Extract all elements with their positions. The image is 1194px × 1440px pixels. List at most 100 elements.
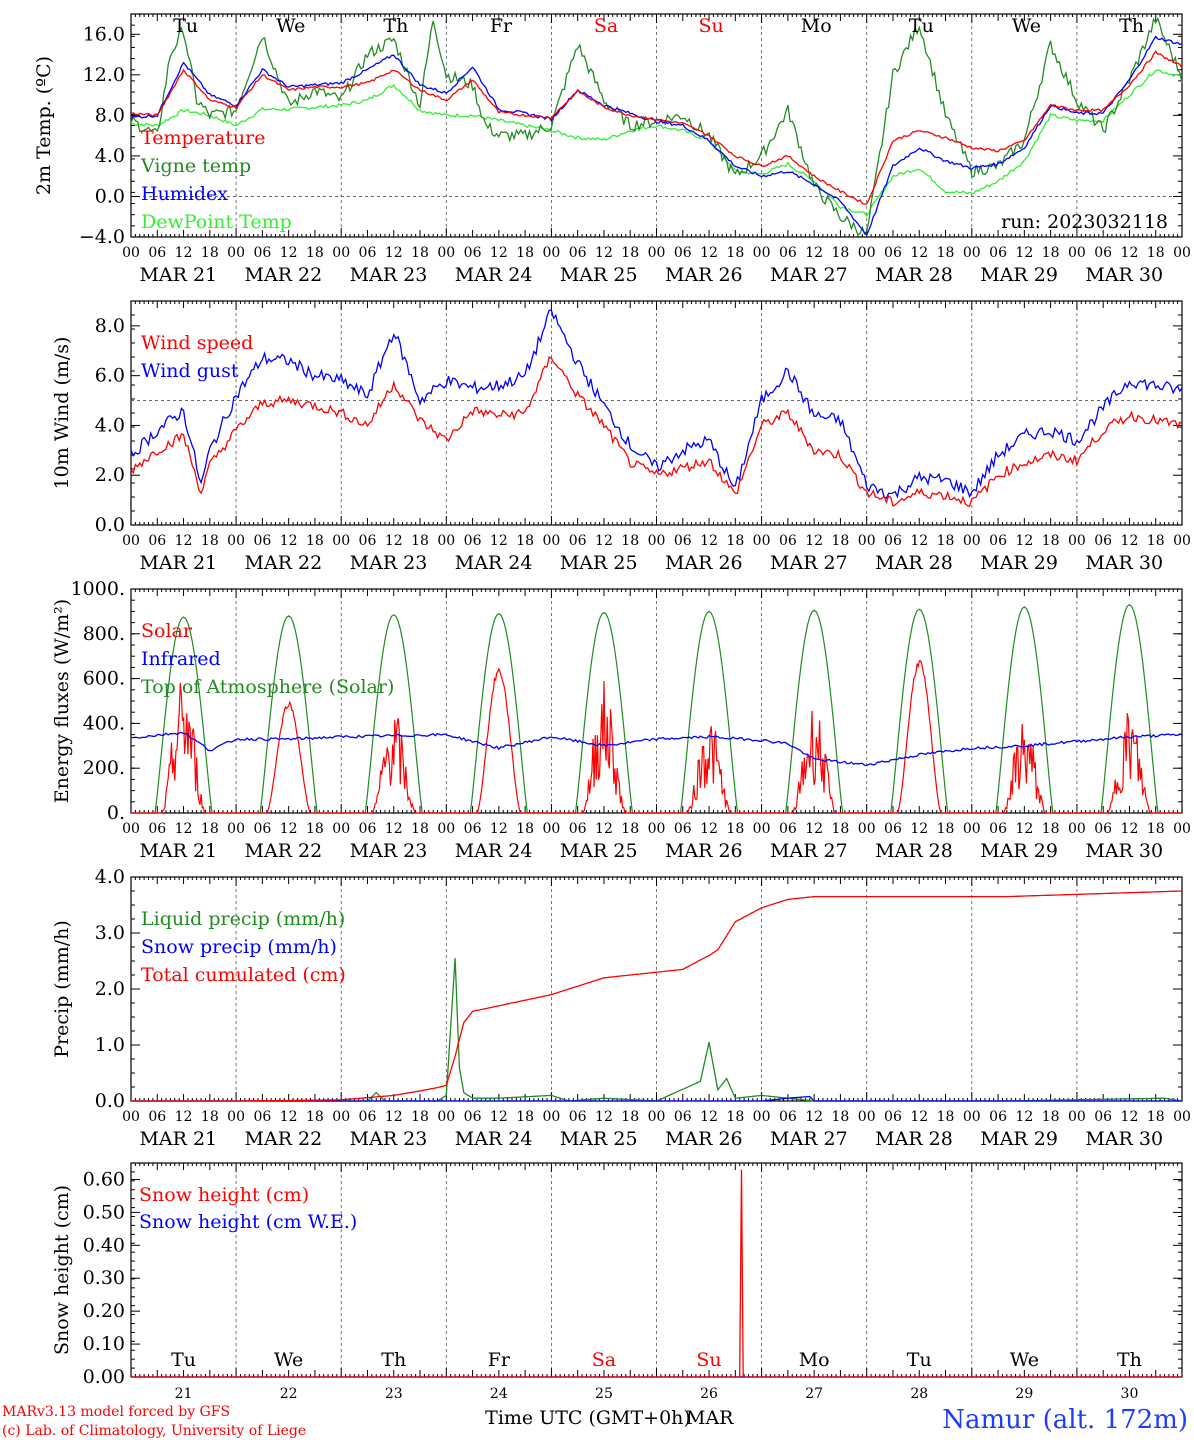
weekday-label: Sa [594, 15, 618, 37]
hour-tick-label: 18 [201, 245, 219, 261]
hour-tick-label: 12 [805, 821, 823, 837]
date-label: MAR 28 [875, 840, 953, 862]
date-label: MAR 25 [560, 1128, 638, 1150]
hour-tick-label: 00 [963, 1109, 981, 1125]
date-label: MAR 26 [665, 264, 743, 286]
hour-tick-label: 00 [1173, 821, 1191, 837]
day-number-label: 24 [490, 1386, 508, 1402]
credit-line: MARv3.13 model forced by GFS [2, 1404, 230, 1420]
hour-tick-label: 12 [1121, 245, 1139, 261]
vigne-temp-line [130, 16, 1183, 236]
date-label: MAR 23 [350, 1128, 428, 1150]
y-tick-label: 200. [83, 757, 125, 779]
legend-entry: Snow height (cm) [139, 1184, 309, 1206]
day-number-label: 25 [595, 1386, 613, 1402]
y-tick-label: 1000. [71, 578, 125, 600]
y-axis-label: 2m Temp. (ºC) [33, 56, 55, 195]
hour-tick-label: 18 [832, 533, 850, 549]
weekday-label: Tu [909, 15, 934, 37]
hour-tick-label: 00 [858, 533, 876, 549]
hour-tick-label: 12 [385, 533, 403, 549]
y-tick-label: 600. [83, 668, 125, 690]
hour-tick-label: 12 [175, 1109, 193, 1125]
plot-frame [130, 300, 1183, 526]
month-label: MAR [686, 1407, 734, 1429]
hour-tick-label: 12 [595, 533, 613, 549]
plot-frame [130, 588, 1183, 814]
hour-tick-label: 06 [674, 245, 692, 261]
hour-tick-label: 18 [411, 821, 429, 837]
y-tick-label: 2.0 [95, 978, 125, 1000]
y-tick-label: 4.0 [95, 145, 125, 167]
hour-tick-label: 06 [569, 533, 587, 549]
y-tick-label: 0.50 [83, 1201, 125, 1223]
hour-tick-label: 00 [1068, 533, 1086, 549]
date-label: MAR 26 [665, 840, 743, 862]
hour-tick-label: 12 [1015, 245, 1033, 261]
y-tick-label: 0.0 [95, 185, 125, 207]
hour-tick-label: 00 [122, 1109, 140, 1125]
date-label: MAR 29 [980, 552, 1058, 574]
hour-tick-label: 00 [122, 821, 140, 837]
hour-tick-label: 00 [858, 821, 876, 837]
wind-gust-line [130, 309, 1183, 500]
hour-tick-label: 12 [595, 1109, 613, 1125]
y-tick-label: 0.00 [83, 1366, 125, 1388]
day-number-label: 27 [805, 1386, 823, 1402]
infrared-line [130, 731, 1183, 767]
weekday-label: Tu [173, 15, 198, 37]
weekday-label: Mo [801, 15, 832, 37]
date-label: MAR 26 [665, 552, 743, 574]
hour-tick-label: 18 [306, 821, 324, 837]
weekday-label: Th [381, 1349, 406, 1371]
hour-tick-label: 00 [332, 533, 350, 549]
hour-tick-label: 18 [726, 1109, 744, 1125]
hour-tick-label: 06 [464, 245, 482, 261]
date-label: MAR 29 [980, 1128, 1058, 1150]
hour-tick-label: 18 [621, 821, 639, 837]
hour-tick-label: 12 [1121, 1109, 1139, 1125]
weekday-label: We [1012, 15, 1041, 37]
hour-tick-label: 18 [1147, 533, 1165, 549]
hour-tick-label: 06 [1094, 1109, 1112, 1125]
hour-tick-label: 18 [621, 1109, 639, 1125]
hour-tick-label: 06 [464, 1109, 482, 1125]
hour-tick-label: 00 [332, 821, 350, 837]
hour-tick-label: 18 [516, 533, 534, 549]
y-tick-label: 8.0 [95, 315, 125, 337]
hour-tick-label: 06 [253, 821, 271, 837]
hour-tick-label: 18 [201, 1109, 219, 1125]
hour-tick-label: 06 [884, 821, 902, 837]
hour-tick-label: 00 [437, 1109, 455, 1125]
hour-tick-label: 18 [621, 245, 639, 261]
hour-tick-label: 06 [674, 533, 692, 549]
hour-tick-label: 12 [700, 245, 718, 261]
hour-tick-label: 12 [805, 245, 823, 261]
hour-tick-label: 06 [779, 821, 797, 837]
legend-entry: Infrared [141, 648, 221, 670]
hour-tick-label: 06 [1094, 821, 1112, 837]
hour-tick-label: 00 [227, 1109, 245, 1125]
hour-tick-label: 00 [753, 245, 771, 261]
hour-tick-label: 12 [175, 245, 193, 261]
hour-tick-label: 18 [1147, 245, 1165, 261]
temperature-line [130, 50, 1183, 205]
legend-entry: DewPoint Temp [141, 211, 292, 233]
hour-tick-label: 00 [122, 533, 140, 549]
date-label: MAR 28 [875, 264, 953, 286]
hour-tick-label: 12 [385, 245, 403, 261]
hour-tick-label: 12 [805, 1109, 823, 1125]
date-label: MAR 21 [139, 552, 217, 574]
hour-tick-label: 12 [1015, 533, 1033, 549]
hour-tick-label: 00 [753, 821, 771, 837]
hour-tick-label: 00 [963, 821, 981, 837]
weekday-label: Su [696, 1349, 721, 1371]
day-number-label: 23 [385, 1386, 403, 1402]
hour-tick-label: 12 [1121, 533, 1139, 549]
y-tick-label: 0.10 [83, 1333, 125, 1355]
hour-tick-label: 18 [937, 821, 955, 837]
hour-tick-label: 06 [253, 1109, 271, 1125]
hour-tick-label: 00 [227, 821, 245, 837]
hour-tick-label: 00 [753, 533, 771, 549]
